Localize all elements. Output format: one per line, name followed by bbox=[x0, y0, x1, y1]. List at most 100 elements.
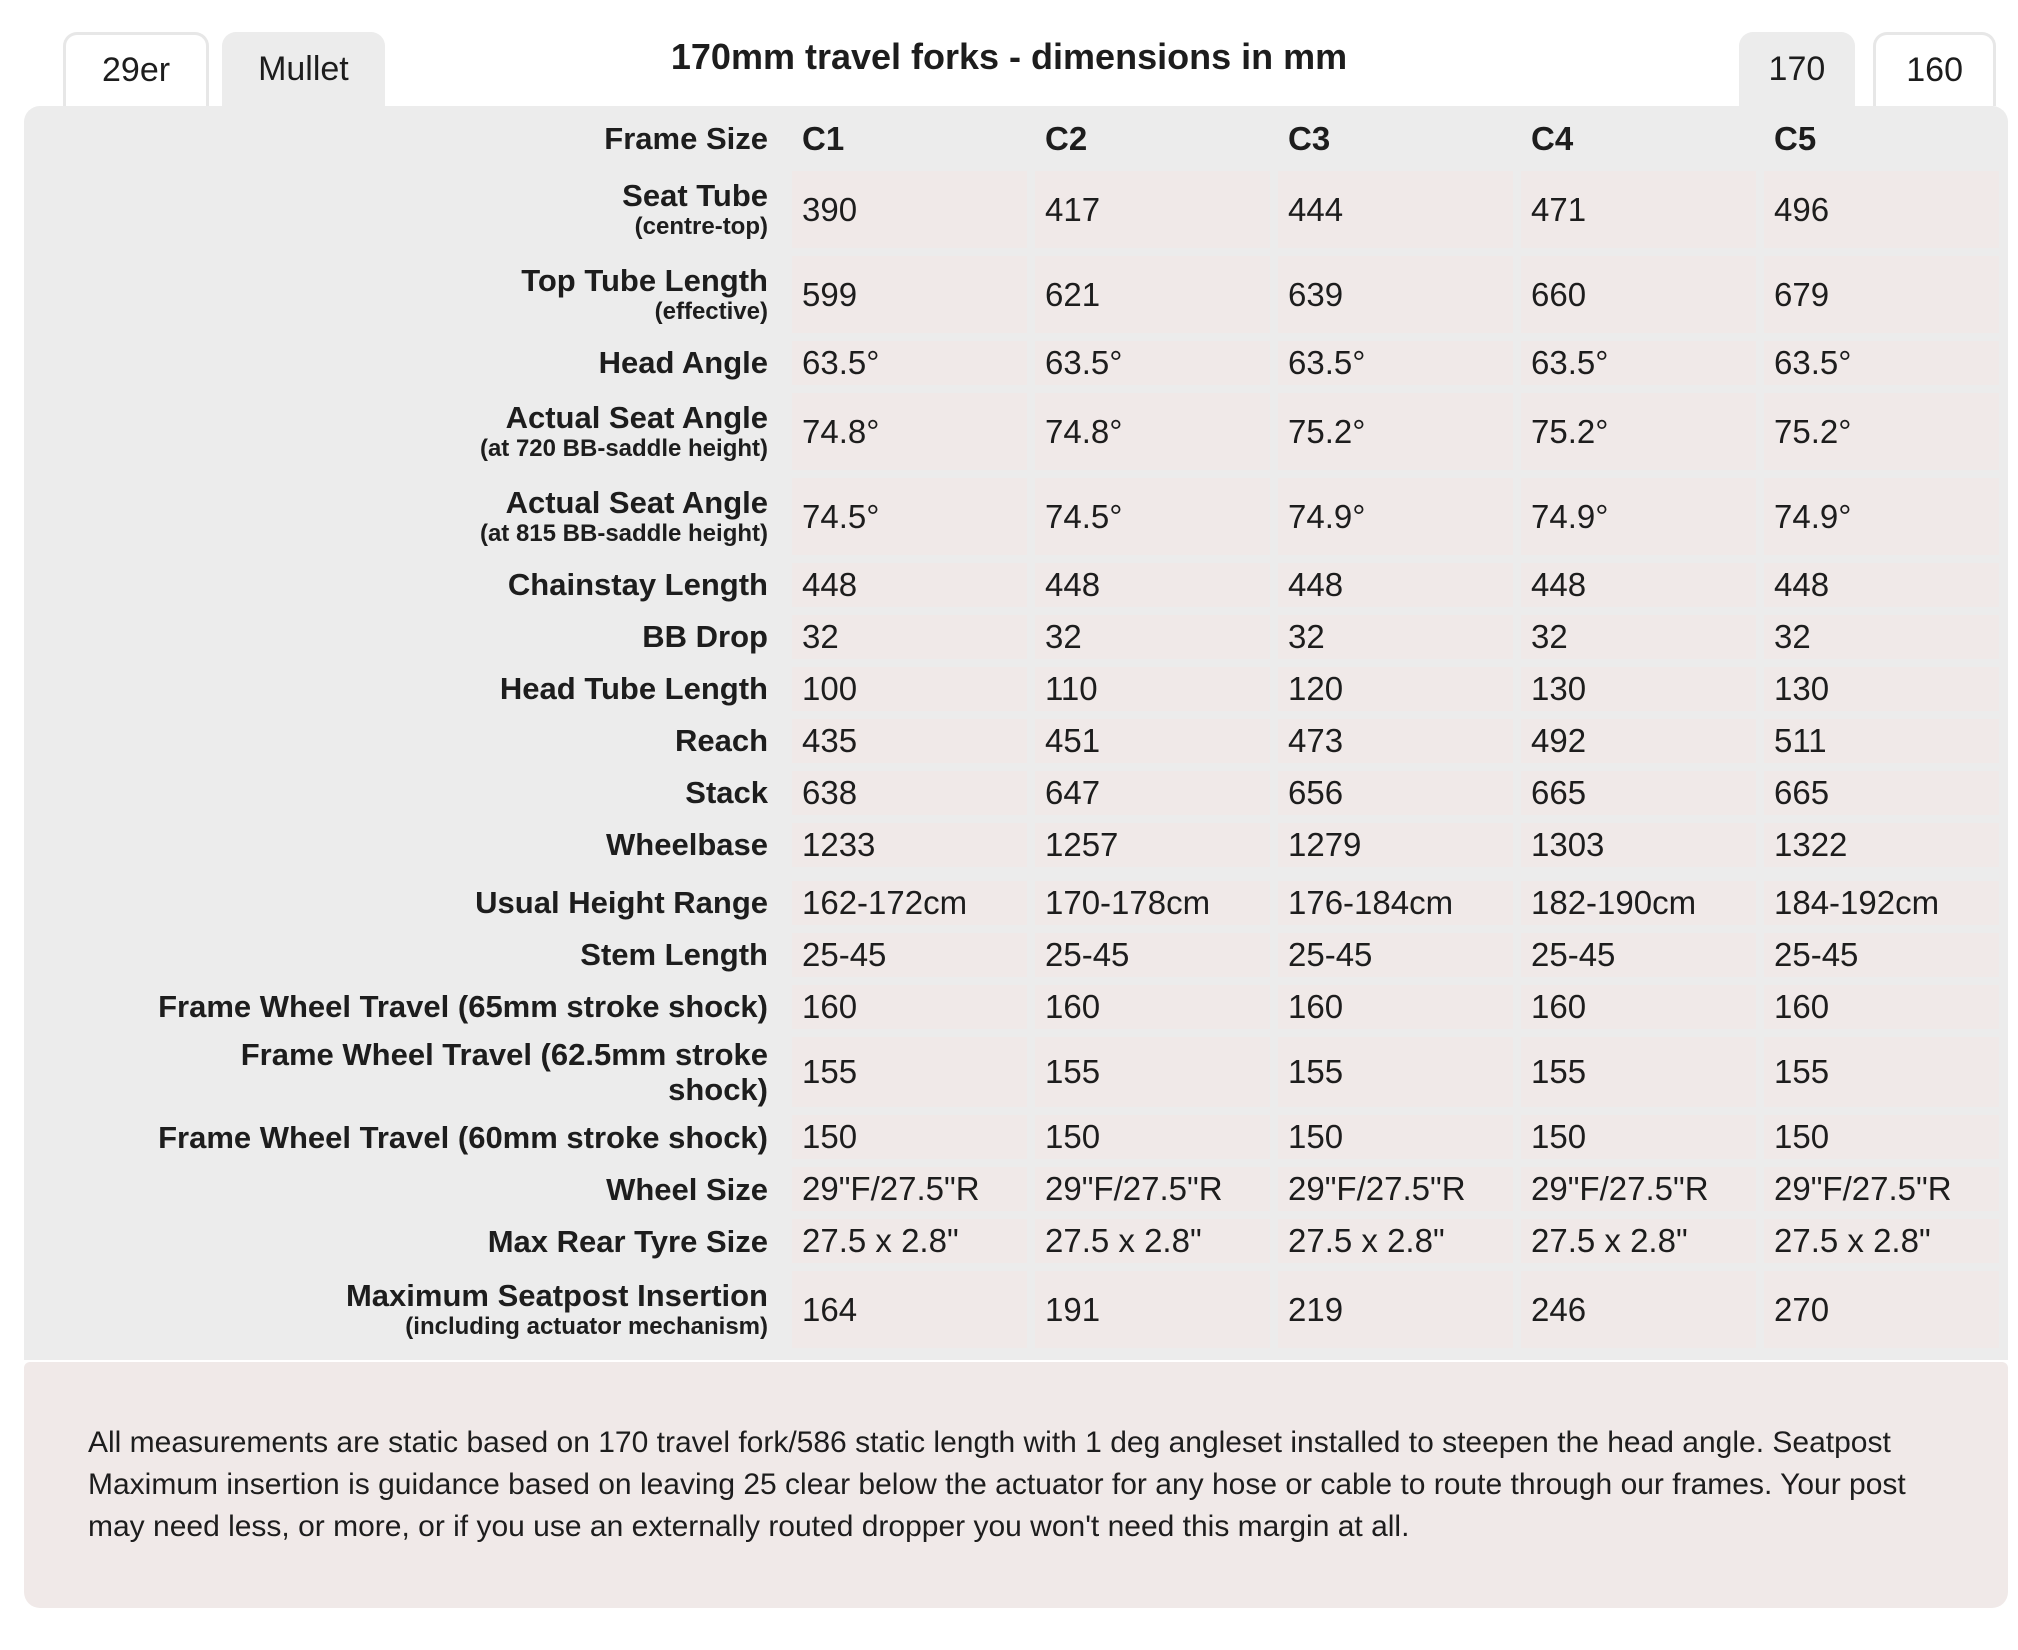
value-cell-c1: 25-45 bbox=[792, 933, 1027, 977]
row-label: Max Rear Tyre Size bbox=[24, 1224, 784, 1259]
value-cell-c2: 27.5 x 2.8" bbox=[1035, 1219, 1270, 1264]
table-row-bb-drop: BB Drop 32 32 32 32 32 bbox=[24, 615, 2008, 659]
table-row-wheel-size: Wheel Size 29"F/27.5"R 29"F/27.5"R 29"F/27.… bbox=[24, 1167, 2008, 1212]
row-label-text: Chainstay Length bbox=[507, 567, 768, 603]
value-cell-c5: 270 bbox=[1764, 1271, 1999, 1349]
row-label-text: Wheel Size bbox=[606, 1171, 768, 1207]
table-row-actual-seat-angle-at-720-bb-saddle-height: Actual Seat Angle (at 720 BB-saddle heigh… bbox=[24, 393, 2008, 470]
row-label: Reach bbox=[24, 723, 784, 758]
tab-29er[interactable]: 29er bbox=[63, 32, 210, 106]
value-cell-c4: 75.2° bbox=[1521, 393, 1756, 470]
row-label: BB Drop bbox=[24, 619, 784, 654]
value-cell-c1: 448 bbox=[792, 563, 1027, 607]
row-label-text: Actual Seat Angle bbox=[505, 400, 768, 436]
value-cell-c4: 25-45 bbox=[1521, 933, 1756, 977]
value-cell-c2: 63.5° bbox=[1035, 341, 1270, 385]
value-cell-c4: 160 bbox=[1521, 985, 1756, 1029]
row-label: Chainstay Length bbox=[24, 567, 784, 602]
value-cell-c2: 621 bbox=[1035, 256, 1270, 333]
row-label: Stem Length bbox=[24, 937, 784, 972]
value-cell-c4: 492 bbox=[1521, 719, 1756, 763]
value-cell-c1: 599 bbox=[792, 256, 1027, 333]
value-cell-c3: 219 bbox=[1278, 1271, 1513, 1349]
value-cell-c4: 32 bbox=[1521, 615, 1756, 659]
value-cell-c2: 110 bbox=[1035, 667, 1270, 711]
row-label: Top Tube Length (effective) bbox=[24, 263, 784, 326]
value-cell-c5: 184-192cm bbox=[1764, 881, 1999, 925]
row-label-text: Wheelbase bbox=[606, 827, 768, 863]
value-cell-c1: 100 bbox=[792, 667, 1027, 711]
value-cell-c5: 74.9° bbox=[1764, 478, 1999, 555]
value-cell-c4: 150 bbox=[1521, 1115, 1756, 1160]
value-cell-c1: 164 bbox=[792, 1271, 1027, 1349]
value-cell-c4: 665 bbox=[1521, 771, 1756, 815]
row-label-text: Frame Wheel Travel (65mm stroke shock) bbox=[158, 989, 768, 1025]
value-cell-c1: 435 bbox=[792, 719, 1027, 763]
value-cell-c1: 74.8° bbox=[792, 393, 1027, 470]
row-label: Seat Tube (centre-top) bbox=[24, 178, 784, 241]
value-cell-c5: 130 bbox=[1764, 667, 1999, 711]
value-cell-c3: 27.5 x 2.8" bbox=[1278, 1219, 1513, 1264]
value-cell-c4: 155 bbox=[1521, 1037, 1756, 1108]
value-cell-c3: 656 bbox=[1278, 771, 1513, 815]
value-cell-c1: 160 bbox=[792, 985, 1027, 1029]
value-cell-c1: 150 bbox=[792, 1115, 1027, 1160]
tab-mullet[interactable]: Mullet bbox=[222, 32, 385, 106]
row-label-text: Head Tube Length bbox=[499, 671, 768, 707]
footnote-text: All measurements are static based on 170… bbox=[88, 1426, 1906, 1544]
value-cell-c4: 130 bbox=[1521, 667, 1756, 711]
value-cell-c5: 1322 bbox=[1764, 823, 1999, 867]
value-cell-c2: 155 bbox=[1035, 1037, 1270, 1108]
row-label-text: Actual Seat Angle bbox=[505, 485, 768, 521]
row-label: Actual Seat Angle (at 815 BB-saddle heigh… bbox=[24, 485, 784, 548]
table-row-maximum-seatpost-insertion-including-actuator-mechanism: Maximum Seatpost Insertion (including act… bbox=[24, 1271, 2008, 1349]
row-label-text: Head Angle bbox=[598, 345, 768, 381]
row-label-text: Frame Size bbox=[604, 120, 768, 156]
row-label: Frame Wheel Travel (62.5mm stroke shock) bbox=[24, 1037, 784, 1107]
row-label-text: Frame Wheel Travel (60mm stroke shock) bbox=[158, 1119, 768, 1155]
value-cell-c2: 417 bbox=[1035, 171, 1270, 248]
row-label-text: Top Tube Length bbox=[521, 263, 768, 299]
value-cell-c5: 155 bbox=[1764, 1037, 1999, 1108]
value-cell-c1: 1233 bbox=[792, 823, 1027, 867]
table-row-wheelbase: Wheelbase 1233 1257 1279 1303 1322 bbox=[24, 823, 2008, 867]
value-cell-c2: 451 bbox=[1035, 719, 1270, 763]
value-cell-c5: 150 bbox=[1764, 1115, 1999, 1160]
row-label-text: Seat Tube bbox=[622, 178, 768, 214]
value-cell-c4: 660 bbox=[1521, 256, 1756, 333]
value-cell-c5: 679 bbox=[1764, 256, 1999, 333]
row-label: Head Angle bbox=[24, 345, 784, 380]
value-cell-c1: 29"F/27.5"R bbox=[792, 1167, 1027, 1212]
value-cell-c4: 182-190cm bbox=[1521, 881, 1756, 925]
row-sublabel-text: (at 720 BB-saddle height) bbox=[479, 435, 768, 463]
row-label-text: Reach bbox=[674, 723, 768, 759]
value-cell-c3: 74.9° bbox=[1278, 478, 1513, 555]
value-cell-c3: 176-184cm bbox=[1278, 881, 1513, 925]
value-cell-c3: 160 bbox=[1278, 985, 1513, 1029]
value-cell-c3: 29"F/27.5"R bbox=[1278, 1167, 1513, 1212]
value-cell-c3: 639 bbox=[1278, 256, 1513, 333]
value-cell-c4: 27.5 x 2.8" bbox=[1521, 1219, 1756, 1264]
row-label: Maximum Seatpost Insertion (including act… bbox=[24, 1278, 784, 1341]
value-cell-c1: 162-172cm bbox=[792, 881, 1027, 925]
value-cell-c5: 27.5 x 2.8" bbox=[1764, 1219, 1999, 1264]
row-label-frame-size: Frame Size bbox=[24, 121, 784, 156]
value-cell-c1: 27.5 x 2.8" bbox=[792, 1219, 1027, 1264]
value-cell-c4: 471 bbox=[1521, 171, 1756, 248]
value-cell-c1: 63.5° bbox=[792, 341, 1027, 385]
tab-170[interactable]: 170 bbox=[1738, 32, 1856, 106]
value-cell-c3: 25-45 bbox=[1278, 933, 1513, 977]
row-label-text: BB Drop bbox=[642, 619, 768, 655]
tab-160[interactable]: 160 bbox=[1873, 32, 1996, 106]
value-cell-c5: 160 bbox=[1764, 985, 1999, 1029]
row-label-text: Max Rear Tyre Size bbox=[487, 1223, 768, 1259]
value-cell-c4: 74.9° bbox=[1521, 478, 1756, 555]
value-cell-c1: 638 bbox=[792, 771, 1027, 815]
value-cell-c3: 150 bbox=[1278, 1115, 1513, 1160]
value-cell-c1: 390 bbox=[792, 171, 1027, 248]
row-sublabel-text: (including actuator mechanism) bbox=[405, 1313, 768, 1341]
column-header-c5: C5 bbox=[1774, 119, 1817, 157]
value-cell-c5: 25-45 bbox=[1764, 933, 1999, 977]
row-label: Frame Wheel Travel (65mm stroke shock) bbox=[24, 989, 784, 1024]
